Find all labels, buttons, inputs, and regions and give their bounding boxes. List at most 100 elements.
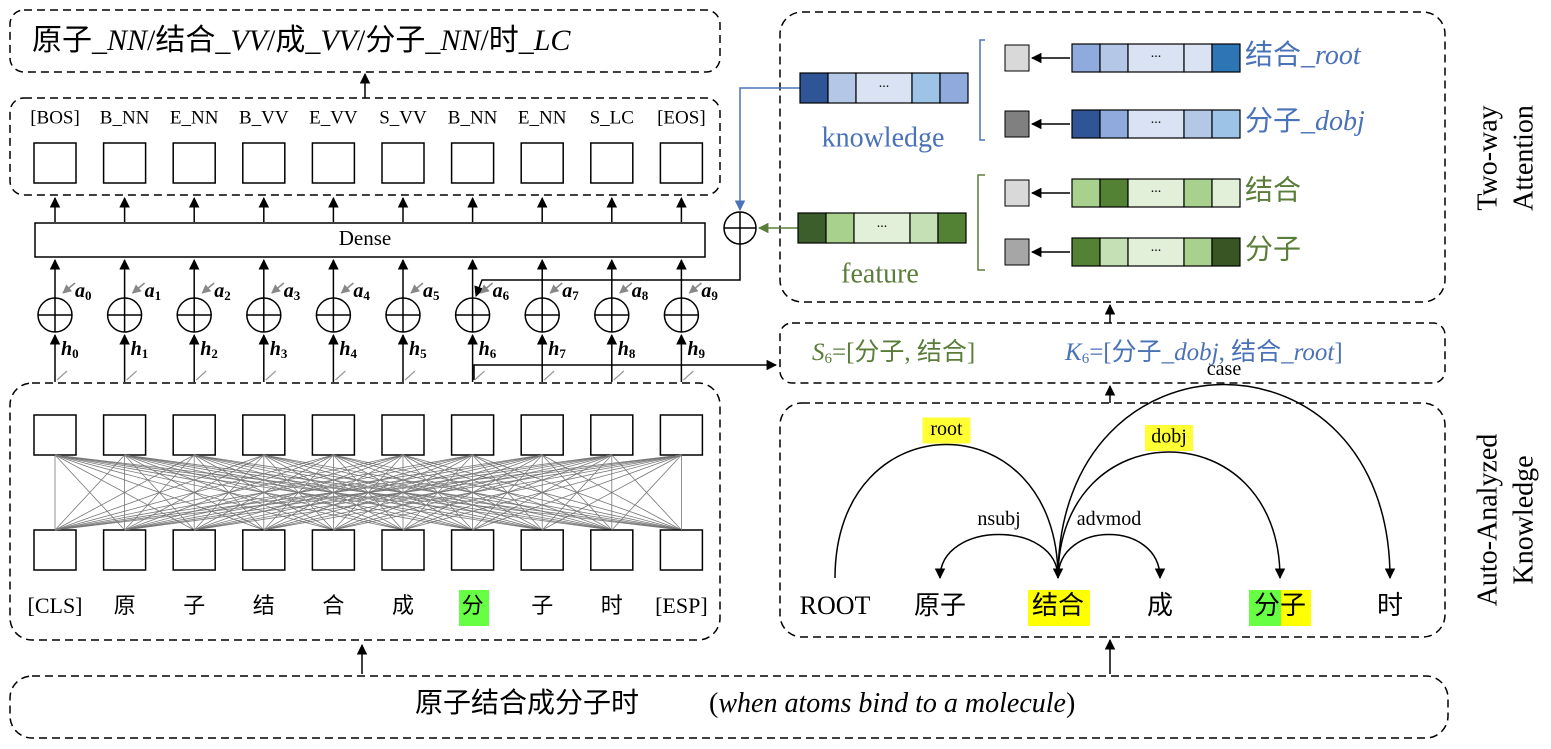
label-cell — [590, 142, 634, 184]
ellipsis: ... — [1151, 240, 1162, 255]
dependency-arc — [834, 443, 1064, 580]
attention-link — [54, 454, 473, 531]
encoder-box — [9, 382, 721, 641]
token: 成 — [392, 593, 414, 618]
label-cell — [33, 142, 77, 184]
input-cell — [311, 529, 356, 571]
weight-arrow — [201, 282, 215, 294]
index: 5 — [420, 346, 427, 361]
weight-arrow — [688, 282, 702, 294]
attention-link — [333, 454, 682, 531]
dense-label: Dense — [339, 226, 391, 250]
label-cell — [450, 142, 495, 184]
symbol: S — [812, 339, 825, 366]
text: =[分子, 结合] — [832, 338, 975, 366]
dependency-word: 成 — [1147, 591, 1173, 620]
plus — [455, 298, 490, 332]
word: 成_ — [275, 24, 321, 57]
vector-cell — [1099, 178, 1129, 208]
encoder-cell — [311, 414, 356, 456]
symbol: h — [270, 338, 281, 360]
tag-label: [BOS] — [30, 107, 80, 128]
symbol: K — [1064, 339, 1083, 366]
vector-cell — [1183, 43, 1213, 73]
attention-title: Two-way — [1472, 105, 1503, 210]
attention-weight: a6 — [493, 280, 510, 303]
encoder-cell — [172, 414, 216, 456]
word: 结合_ — [155, 24, 231, 57]
input-cell — [242, 529, 286, 571]
token: 子 — [531, 593, 553, 618]
part: , 结合_ — [1219, 338, 1295, 366]
symbol: a — [562, 280, 572, 302]
attention-weight: a7 — [562, 280, 579, 303]
tick — [195, 370, 207, 381]
encoder-cell — [381, 414, 425, 456]
chinese: 原子结合成分子时 — [415, 687, 639, 719]
symbol: h — [409, 338, 420, 360]
token: 原 — [114, 593, 136, 618]
feature-item: 分子 — [1245, 234, 1301, 265]
symbol: h — [618, 338, 629, 360]
token: 子 — [183, 593, 205, 618]
dependency-box — [779, 402, 1446, 638]
dependency-word: 时 — [1377, 591, 1403, 620]
vector-cell — [1071, 178, 1101, 208]
relation: root — [1315, 40, 1362, 71]
symbol: a — [632, 280, 642, 302]
feature-item: 结合 — [1245, 174, 1301, 206]
index: 5 — [433, 288, 440, 303]
index: 2 — [224, 288, 231, 303]
weight-arrow — [131, 282, 146, 294]
symbol: h — [479, 338, 490, 360]
highlight — [1028, 590, 1090, 626]
separator: / — [147, 24, 156, 57]
separator: / — [480, 24, 489, 57]
ellipsis: ... — [879, 76, 890, 91]
highlight — [459, 590, 489, 626]
index: 0 — [85, 288, 92, 303]
weight-arrow — [479, 282, 494, 294]
index: 0 — [72, 346, 79, 361]
dependency-label: root — [930, 418, 963, 440]
dependency-title: Knowledge — [1508, 455, 1539, 584]
weight-arrow — [619, 282, 633, 294]
index: 1 — [142, 346, 149, 361]
hidden-state: h9 — [687, 338, 705, 361]
word: 原子_ — [32, 24, 108, 57]
vector-cell — [1127, 43, 1185, 73]
tag: VV — [320, 24, 360, 57]
input-cell — [659, 529, 704, 571]
part: root — [1294, 339, 1336, 366]
weight-arrow — [549, 282, 563, 294]
tag-label: [EOS] — [657, 107, 706, 128]
attention-link — [54, 454, 264, 531]
tick — [56, 370, 68, 381]
attention-weight: a5 — [423, 280, 440, 303]
symbol: a — [145, 280, 155, 302]
attention-link — [54, 454, 334, 531]
symbol: h — [131, 338, 142, 360]
dense-layer — [34, 222, 706, 258]
dependency-label: advmod — [1077, 508, 1141, 530]
vector-cell — [1127, 237, 1185, 267]
vector-cell — [853, 212, 911, 244]
feature-label: feature — [841, 258, 919, 289]
index: 3 — [294, 288, 301, 303]
weight-arrow — [410, 282, 424, 294]
dependency-arc — [1057, 451, 1286, 580]
attention-link — [542, 454, 682, 531]
label-cell — [659, 142, 704, 184]
plus — [525, 298, 560, 332]
highlight — [1145, 425, 1193, 451]
hidden-state: h4 — [339, 338, 357, 361]
tag-label: B_NN — [100, 107, 150, 128]
knowledge-arrow — [734, 87, 800, 212]
encoder-cell — [102, 414, 147, 456]
knowledge-label: knowledge — [822, 122, 945, 153]
index: 6 — [825, 351, 833, 367]
encoder-cell — [33, 414, 77, 456]
vector-cell — [1211, 43, 1241, 73]
encoder-cell — [242, 414, 286, 456]
dependency-word: 分子 — [1254, 591, 1306, 620]
